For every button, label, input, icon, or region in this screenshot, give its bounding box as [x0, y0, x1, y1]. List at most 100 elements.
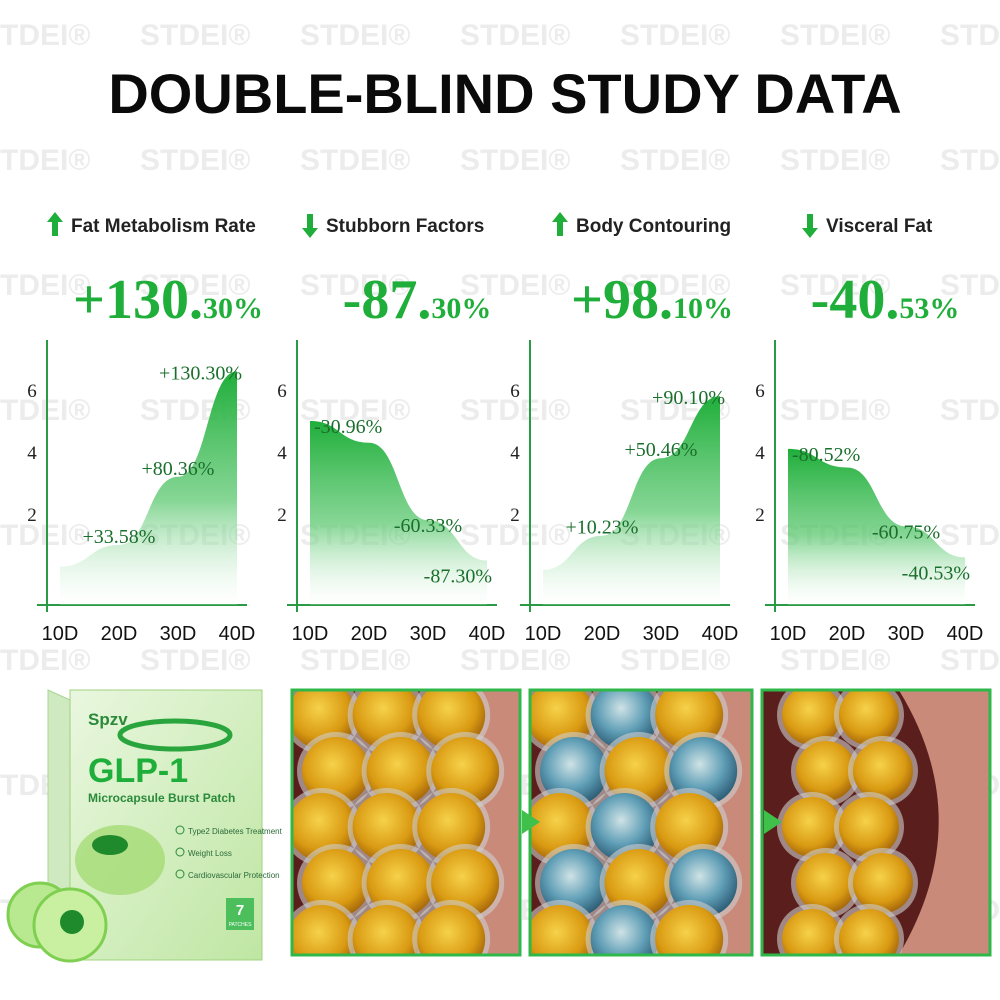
trend-arrow: [802, 214, 818, 238]
annotation: -60.75%: [872, 521, 940, 543]
annotation: +130.30%: [159, 362, 242, 384]
headline-main: +98.: [571, 269, 673, 331]
cell: [366, 737, 435, 805]
cell: [604, 737, 673, 805]
x-tick-label: 10D: [525, 623, 562, 645]
cell: [782, 797, 842, 857]
patch-core: [60, 910, 84, 934]
watermark: STDEI®: [460, 644, 570, 677]
watermark: STDEI®: [0, 394, 90, 427]
annotation: +33.58%: [83, 526, 156, 548]
cell: [302, 737, 370, 805]
watermark: STDEI®: [940, 144, 1000, 177]
product-subtitle: Microcapsule Burst Patch: [88, 791, 235, 805]
metric-label: Visceral Fat: [826, 216, 933, 237]
y-tick-label: 4: [510, 443, 520, 464]
x-tick-label: 40D: [702, 623, 739, 645]
watermark: STDEI®: [300, 394, 410, 427]
watermark: STDEI®: [0, 144, 90, 177]
watermark: STDEI®: [620, 144, 730, 177]
x-tick-label: 40D: [469, 623, 506, 645]
cell: [530, 793, 594, 861]
x-tick-label: 10D: [770, 623, 807, 645]
watermark: STDEI®: [0, 519, 90, 552]
annotation: -60.33%: [394, 515, 462, 537]
cell: [590, 905, 659, 955]
trend-arrow: [47, 212, 63, 236]
cell: [839, 690, 899, 745]
metric-label: Body Contouring: [576, 216, 731, 237]
product-name: GLP-1: [88, 752, 188, 790]
watermark: STDEI®: [460, 19, 570, 52]
headline: -40.53%: [811, 269, 960, 331]
area: [310, 421, 487, 605]
benefit-icon: [175, 825, 185, 835]
x-tick-label: 20D: [351, 623, 388, 645]
watermark: STDEI®: [460, 144, 570, 177]
cell: [590, 793, 659, 861]
watermark: STDEI®: [780, 394, 890, 427]
trend-arrow: [302, 214, 318, 238]
watermark: STDEI®: [300, 144, 410, 177]
watermark: STDEI®: [0, 269, 90, 302]
y-tick-label: 6: [510, 381, 520, 402]
count-badge: [226, 898, 254, 930]
watermark: STDEI®: [140, 144, 250, 177]
cell: [530, 905, 594, 955]
cell: [431, 849, 500, 917]
y-tick-label: 2: [510, 505, 520, 526]
headline-decimal: 30%: [203, 292, 263, 325]
headline: +130.30%: [73, 269, 263, 331]
y-tick-label: 2: [277, 505, 287, 526]
headline-main: +130.: [73, 269, 203, 331]
headline: -87.30%: [343, 269, 492, 331]
tissue: [898, 690, 990, 955]
annotation: -40.53%: [902, 562, 970, 584]
metric-label: Stubborn Factors: [326, 216, 484, 237]
benefit-icon: [175, 847, 185, 857]
watermark: STDEI®: [940, 519, 1000, 552]
y-tick-label: 2: [755, 505, 765, 526]
cell: [853, 853, 913, 913]
watermark: STDEI®: [940, 19, 1000, 52]
panel-border: [760, 688, 992, 957]
benefit-list: Type2 Diabetes Treatment Weight Loss Cardi…: [175, 825, 283, 880]
watermark: STDEI®: [780, 644, 890, 677]
y-tick-label: 6: [277, 381, 287, 402]
cell: [540, 849, 608, 917]
x-tick-label: 10D: [42, 623, 79, 645]
chart: Body Contouring +98.10% 2 4 6 10D 20D 30D 40D +10…: [510, 212, 738, 645]
watermark: STDEI®: [780, 19, 890, 52]
cell: [352, 793, 421, 861]
x-tick-label: 20D: [829, 623, 866, 645]
cell: [417, 905, 486, 955]
area: [60, 371, 237, 605]
cell: [839, 797, 899, 857]
cell: [540, 737, 608, 805]
cell: [417, 793, 486, 861]
cell: [782, 690, 842, 745]
chart: Visceral Fat -40.53% 2 4 6 10D 20D 30D 40D -80.52…: [755, 214, 983, 645]
y-tick-label: 4: [277, 443, 287, 464]
cell-panels: [290, 688, 992, 957]
watermark: STDEI®: [940, 644, 1000, 677]
watermark: STDEI®: [940, 269, 1000, 302]
cell: [853, 741, 913, 801]
headline-main: -40.: [811, 269, 900, 331]
patch-art: [75, 825, 165, 895]
cell: [292, 793, 356, 861]
cell: [366, 849, 435, 917]
headline: +98.10%: [571, 269, 733, 331]
annotation: +80.36%: [142, 458, 215, 480]
x-tick-label: 30D: [643, 623, 680, 645]
arrow: [522, 810, 540, 834]
watermark: STDEI®: [460, 394, 570, 427]
y-tick-label: 4: [27, 443, 37, 464]
trend-arrow: [552, 212, 568, 236]
watermark: STDEI®: [300, 269, 410, 302]
watermark: STDEI®: [780, 269, 890, 302]
headline-decimal: 53%: [899, 292, 959, 325]
cell: [352, 905, 421, 955]
